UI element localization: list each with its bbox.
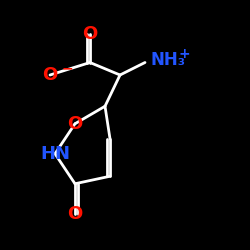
Text: O: O xyxy=(82,25,98,43)
Text: O: O xyxy=(68,115,82,133)
Text: +: + xyxy=(179,47,190,61)
Text: −: − xyxy=(61,62,73,76)
Text: NH₃: NH₃ xyxy=(150,51,185,69)
Text: O: O xyxy=(68,205,82,223)
Text: HN: HN xyxy=(40,145,70,163)
Text: O: O xyxy=(42,66,58,84)
